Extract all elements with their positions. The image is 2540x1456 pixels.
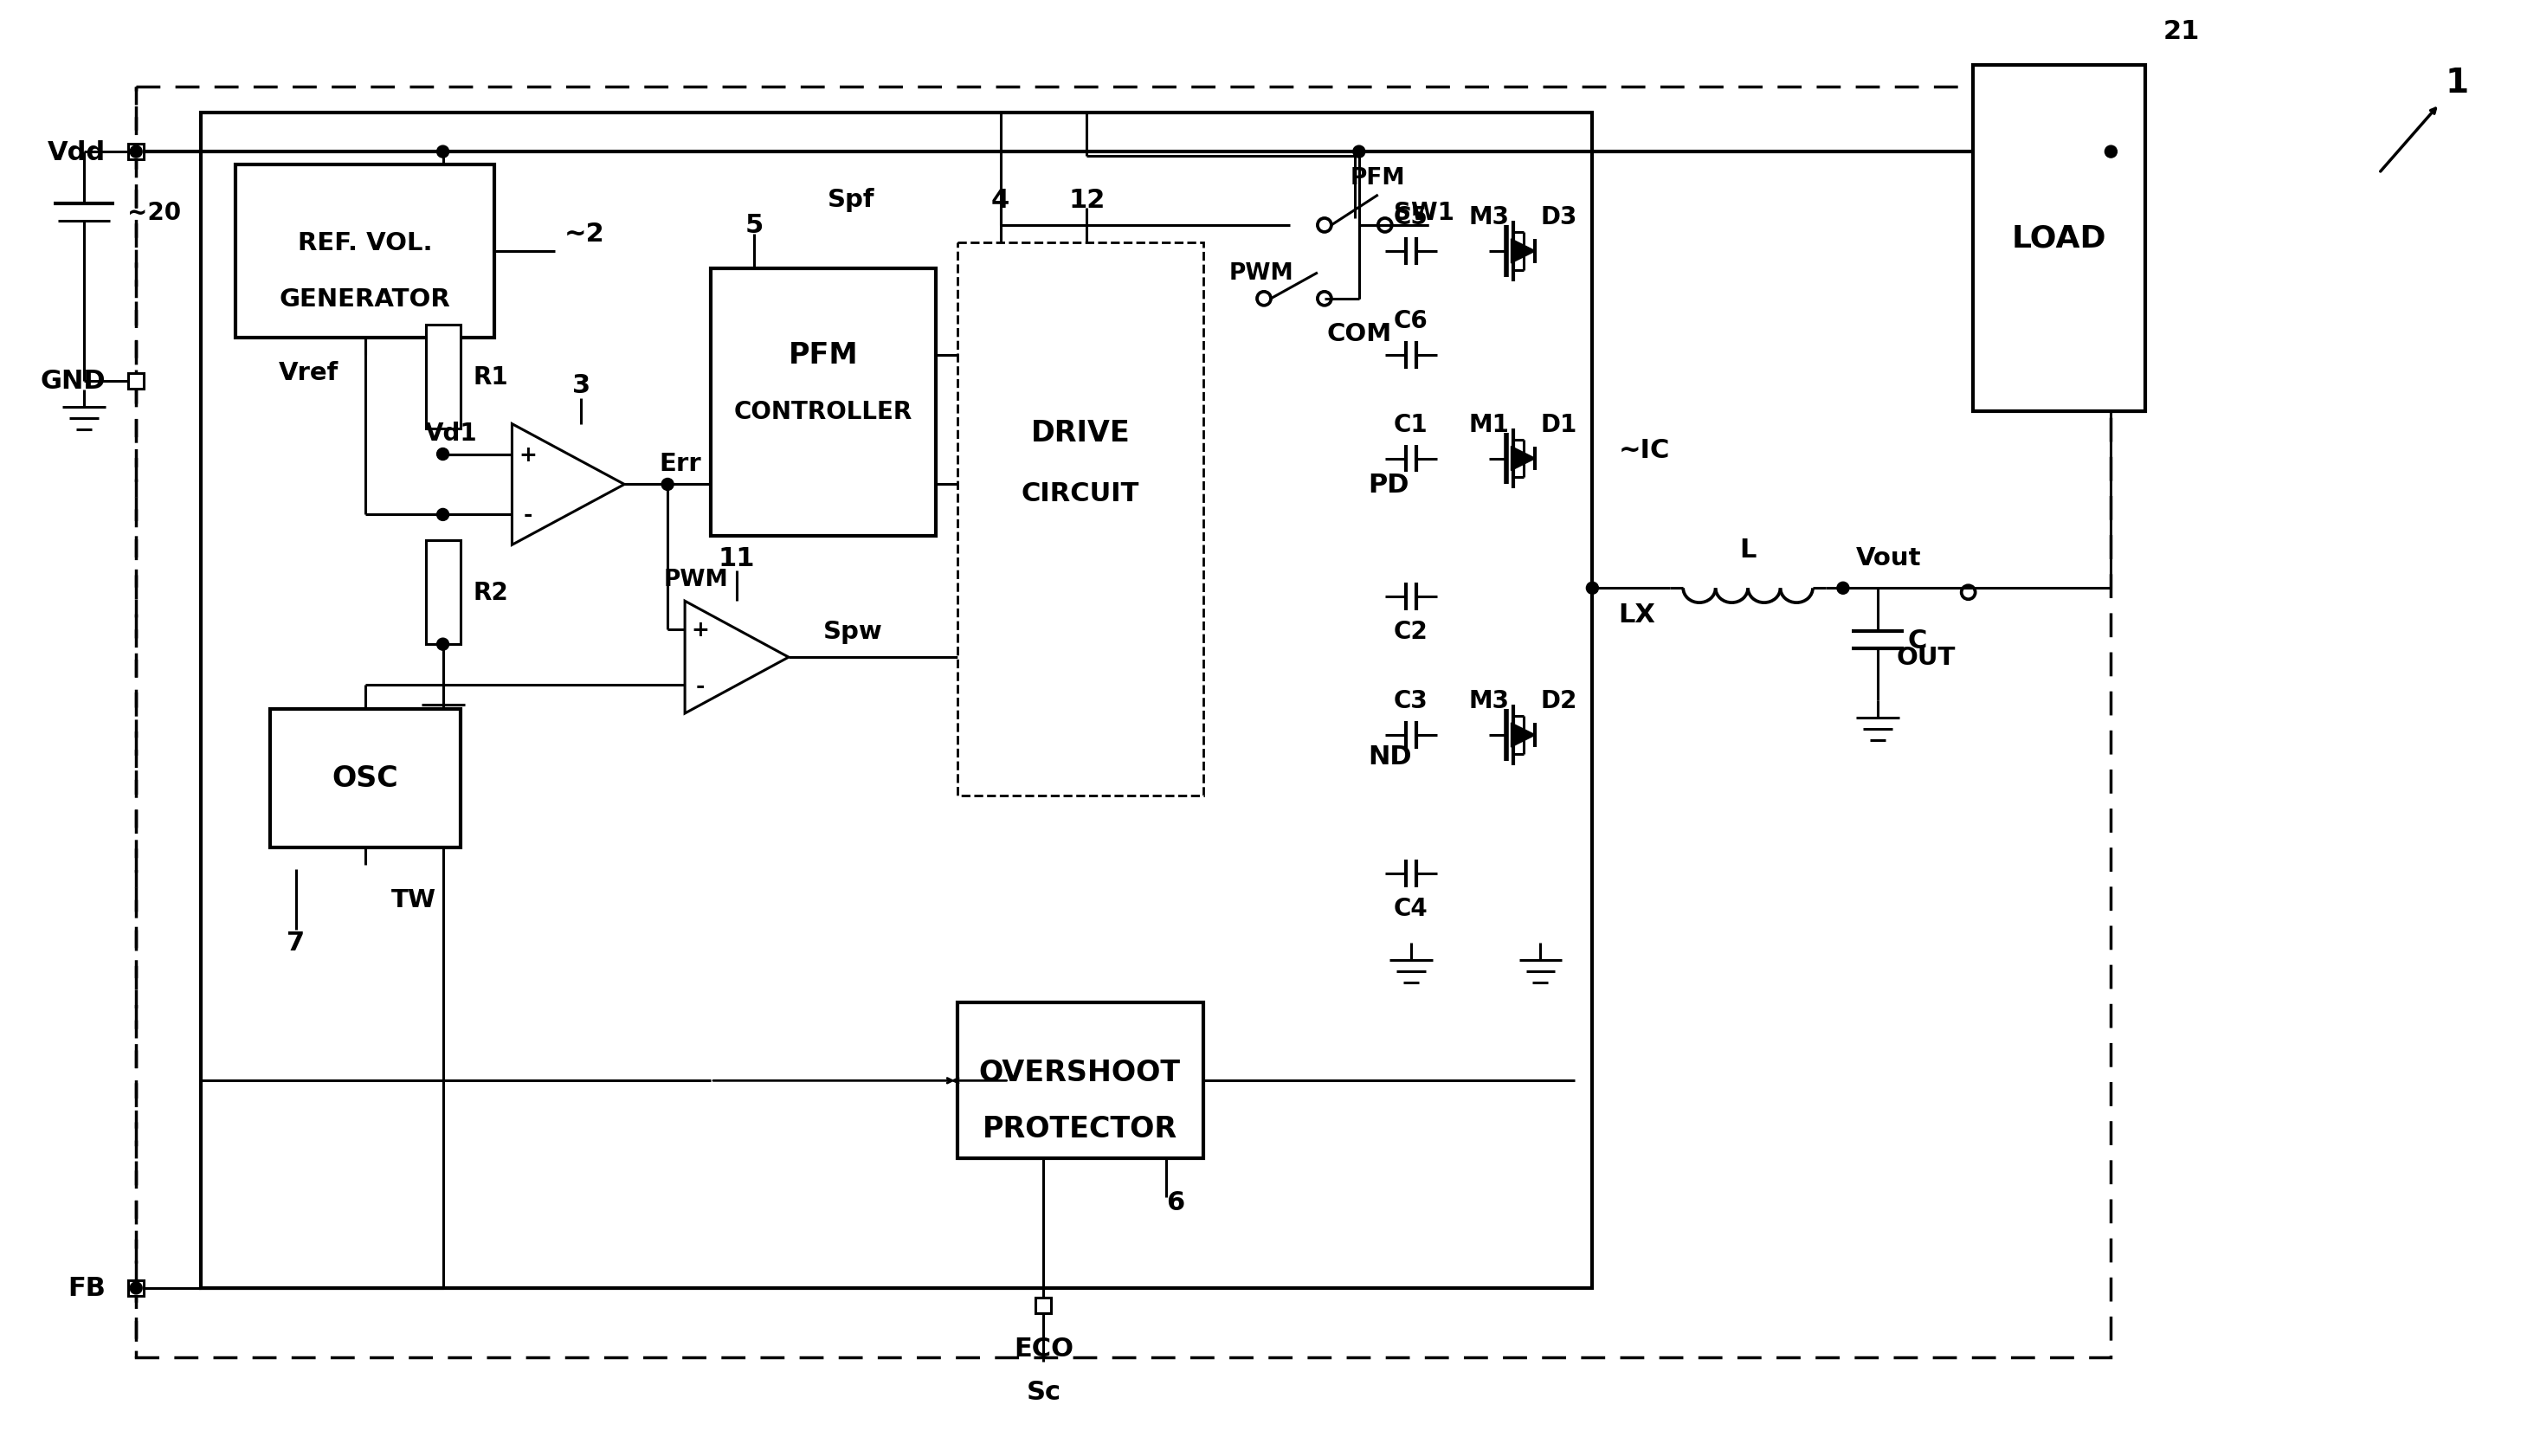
- Text: GENERATOR: GENERATOR: [279, 287, 450, 312]
- Bar: [1359, 667, 1593, 933]
- Bar: [1036, 1297, 1052, 1313]
- Circle shape: [1588, 582, 1598, 594]
- Bar: [1359, 118, 1593, 390]
- Text: D1: D1: [1542, 412, 1577, 437]
- Text: OUT: OUT: [1897, 645, 1956, 670]
- Text: ECO: ECO: [1013, 1337, 1074, 1361]
- Circle shape: [130, 1283, 142, 1294]
- Circle shape: [1836, 582, 1849, 594]
- Text: LX: LX: [1618, 601, 1656, 628]
- Bar: [236, 166, 495, 338]
- Text: C: C: [1908, 628, 1928, 652]
- Text: Spf: Spf: [828, 188, 874, 213]
- Text: FB: FB: [69, 1275, 107, 1300]
- Bar: [137, 87, 2111, 1357]
- Text: Err: Err: [658, 451, 701, 476]
- Text: SW1: SW1: [1394, 201, 1453, 224]
- Text: C3: C3: [1394, 689, 1427, 713]
- Text: Vd1: Vd1: [424, 421, 478, 446]
- Bar: [958, 1003, 1204, 1159]
- Text: Sc: Sc: [1026, 1379, 1062, 1404]
- Bar: [130, 144, 145, 160]
- Text: Spw: Spw: [823, 620, 884, 644]
- Text: PFM: PFM: [787, 341, 859, 370]
- Text: ~20: ~20: [127, 201, 180, 224]
- Text: +: +: [691, 619, 709, 641]
- Text: 11: 11: [719, 546, 754, 571]
- Text: ~IC: ~IC: [1618, 438, 1669, 463]
- Text: 21: 21: [2162, 19, 2200, 44]
- Bar: [130, 1280, 145, 1296]
- Text: OSC: OSC: [333, 764, 399, 794]
- Circle shape: [660, 479, 673, 491]
- Circle shape: [2106, 146, 2116, 159]
- Text: TW: TW: [391, 887, 437, 911]
- Text: L: L: [1740, 537, 1755, 562]
- Text: 12: 12: [1069, 188, 1105, 213]
- Text: R2: R2: [472, 581, 508, 604]
- Circle shape: [130, 146, 142, 159]
- Text: Vout: Vout: [1857, 546, 1920, 571]
- Bar: [1974, 66, 2146, 412]
- Text: 3: 3: [572, 373, 589, 397]
- Text: ND: ND: [1367, 744, 1412, 769]
- Bar: [130, 373, 145, 389]
- Text: LOAD: LOAD: [2012, 224, 2106, 253]
- Polygon shape: [1511, 447, 1534, 472]
- Text: -: -: [523, 505, 531, 526]
- Text: M3: M3: [1468, 205, 1509, 229]
- Text: C6: C6: [1394, 309, 1427, 333]
- Bar: [269, 709, 460, 847]
- Text: GND: GND: [41, 368, 107, 393]
- Text: CONTROLLER: CONTROLLER: [734, 399, 912, 424]
- Text: DRIVE: DRIVE: [1031, 419, 1130, 447]
- Text: M1: M1: [1468, 412, 1509, 437]
- Text: ~2: ~2: [564, 221, 605, 248]
- Text: 7: 7: [287, 930, 305, 955]
- Text: 6: 6: [1166, 1190, 1184, 1214]
- Circle shape: [437, 448, 450, 460]
- Circle shape: [437, 146, 450, 159]
- Text: C2: C2: [1394, 620, 1427, 644]
- Text: Vdd: Vdd: [48, 140, 107, 165]
- Text: COM: COM: [1326, 322, 1392, 347]
- Text: +: +: [518, 444, 536, 464]
- Text: 4: 4: [991, 188, 1008, 213]
- Bar: [427, 325, 460, 428]
- Circle shape: [437, 510, 450, 521]
- Text: PWM: PWM: [663, 569, 729, 591]
- Text: PWM: PWM: [1229, 262, 1293, 284]
- Text: 5: 5: [744, 213, 762, 239]
- Polygon shape: [1511, 240, 1534, 264]
- Text: C1: C1: [1394, 412, 1427, 437]
- Bar: [201, 114, 1593, 1289]
- Text: CIRCUIT: CIRCUIT: [1021, 480, 1140, 507]
- Bar: [427, 542, 460, 645]
- Polygon shape: [1511, 724, 1534, 747]
- Circle shape: [437, 639, 450, 651]
- Text: PROTECTOR: PROTECTOR: [983, 1114, 1179, 1143]
- Text: 1: 1: [2446, 67, 2469, 99]
- Bar: [1359, 399, 1593, 658]
- Text: PD: PD: [1367, 472, 1410, 498]
- Text: REF. VOL.: REF. VOL.: [297, 232, 432, 255]
- Text: Vref: Vref: [279, 361, 338, 384]
- Text: C5: C5: [1394, 205, 1427, 229]
- Bar: [958, 243, 1204, 796]
- Text: -: -: [696, 676, 706, 696]
- Text: M3: M3: [1468, 689, 1509, 713]
- Text: PFM: PFM: [1351, 167, 1405, 189]
- Text: OVERSHOOT: OVERSHOOT: [978, 1059, 1181, 1086]
- Bar: [711, 269, 935, 537]
- Text: C4: C4: [1394, 895, 1427, 920]
- Text: R1: R1: [472, 365, 508, 389]
- Text: D2: D2: [1542, 689, 1577, 713]
- Text: D3: D3: [1542, 205, 1577, 229]
- Circle shape: [1354, 146, 1364, 159]
